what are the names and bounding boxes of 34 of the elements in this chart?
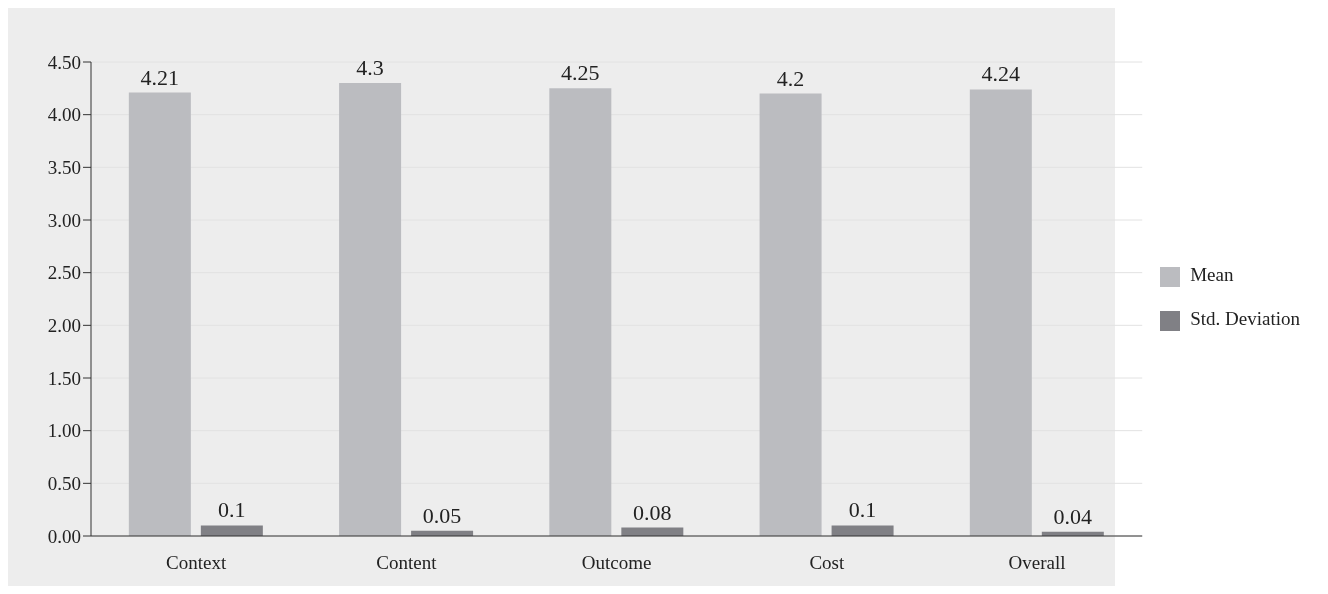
bar (200, 525, 263, 536)
data-label: 4.24 (981, 61, 1021, 87)
data-label: 4.3 (356, 55, 384, 81)
data-label: 0.08 (633, 499, 672, 525)
x-tick-label: Cost (809, 552, 845, 574)
x-tick-label: Context (166, 552, 227, 574)
data-label: 0.1 (848, 497, 877, 523)
x-tick-label: Content (376, 552, 438, 574)
data-label: 4.25 (561, 60, 600, 86)
y-tick-label: 0.00 (47, 525, 81, 547)
x-tick-label: Overall (1008, 552, 1066, 574)
y-tick-label: 3.00 (47, 209, 81, 231)
y-tick-label: 2.50 (47, 262, 81, 284)
x-tick-label: Outcome (581, 552, 652, 574)
legend-label: Std. Deviation (1190, 308, 1300, 329)
bar (831, 525, 894, 536)
bar (759, 93, 822, 536)
y-tick-label: 2.00 (47, 315, 81, 337)
data-label: 4.2 (776, 65, 805, 91)
legend-label: Mean (1190, 264, 1234, 285)
data-label: 0.1 (218, 497, 246, 523)
y-tick-label: 1.00 (47, 420, 81, 442)
y-tick-label: 4.00 (47, 104, 81, 126)
y-tick-label: 1.50 (47, 367, 81, 389)
data-label: 0.04 (1053, 503, 1093, 529)
data-label: 4.21 (140, 64, 180, 90)
bar (128, 92, 191, 536)
data-label: 0.05 (422, 502, 462, 528)
y-tick-label: 4.50 (47, 51, 81, 73)
bar (969, 89, 1032, 536)
bar (339, 83, 402, 536)
y-tick-label: 3.50 (47, 157, 81, 179)
y-tick-label: 0.50 (47, 473, 81, 495)
bar (549, 88, 612, 536)
